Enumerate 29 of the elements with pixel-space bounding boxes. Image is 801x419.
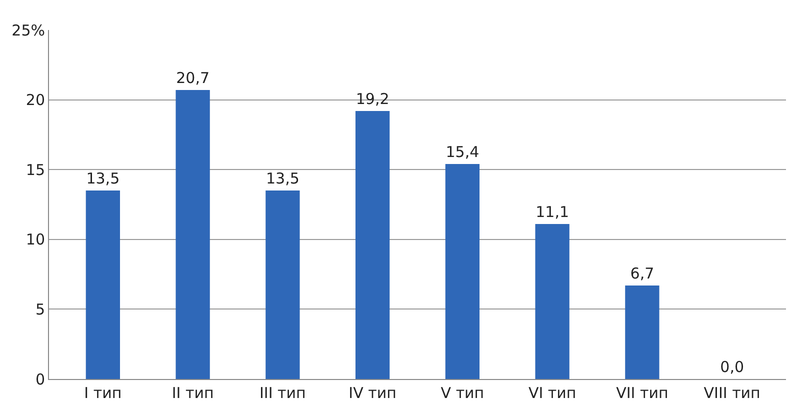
data-label: 20,7 (176, 69, 210, 88)
data-label: 0,0 (720, 358, 744, 376)
x-tick-label: III тип (260, 384, 306, 402)
bar (266, 190, 300, 379)
bar (86, 190, 120, 379)
data-label: 11,1 (536, 203, 570, 222)
bar (445, 164, 480, 379)
bar (355, 110, 390, 379)
data-label: 13,5 (266, 170, 300, 188)
bar (535, 224, 570, 379)
x-tick-label: II тип (172, 384, 214, 402)
x-tick-label: I тип (84, 384, 122, 402)
x-tick-label: VII тип (616, 384, 668, 402)
y-tick-label: 20 (26, 91, 45, 110)
x-tick-label: IV тип (348, 384, 396, 402)
y-tick-label: 10 (26, 230, 45, 249)
x-tick-label: VI тип (528, 384, 576, 402)
y-tick-label: 0 (35, 370, 45, 388)
x-tick-label: VIII тип (704, 384, 760, 402)
data-label: 19,2 (356, 90, 390, 108)
x-tick-label: V тип (440, 384, 484, 402)
bar (176, 90, 210, 379)
y-tick-label: 15 (26, 160, 45, 179)
bar (625, 285, 660, 379)
data-label: 15,4 (446, 143, 480, 162)
y-tick-label: 25% (12, 21, 45, 40)
y-tick-label: 5 (35, 300, 45, 318)
data-label: 13,5 (86, 170, 120, 188)
data-label: 6,7 (630, 264, 654, 282)
